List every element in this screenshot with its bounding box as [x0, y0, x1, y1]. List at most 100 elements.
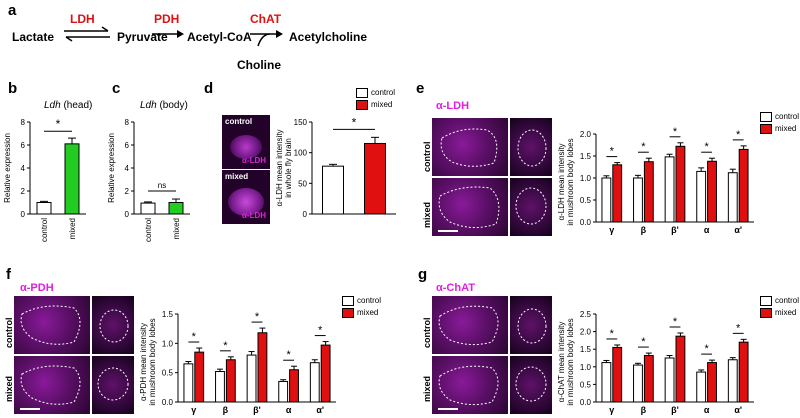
x-tick-label: mixed — [68, 218, 77, 239]
y-tick-label: 4 — [21, 164, 26, 173]
y-tick-label: 0.5 — [580, 196, 592, 205]
y-tick-label: 8 — [21, 118, 26, 127]
bar-mixed-4 — [738, 341, 749, 403]
y-tick-label: 1.5 — [162, 310, 174, 319]
x-tick-label: α — [704, 405, 710, 415]
legend-g-mixed: mixed — [760, 308, 796, 318]
y-tick-label: 0.5 — [162, 369, 174, 378]
bar-control-4 — [727, 359, 738, 403]
panel-c-title: Ldh (body) — [140, 100, 188, 111]
y-tick-label: 2.5 — [580, 310, 592, 319]
y-tick-label: 1.0 — [162, 339, 174, 348]
significance-mark: * — [704, 343, 709, 355]
significance-mark: * — [286, 349, 291, 361]
y-tick-label: 1.5 — [580, 152, 592, 161]
y-tick-label: 0.5 — [580, 380, 592, 389]
y-tick-label: 1.0 — [580, 363, 592, 372]
bar-mixed — [64, 143, 80, 215]
panel-b-title: Ldh (head) — [44, 100, 93, 111]
bar-mixed — [168, 202, 184, 215]
bar-control-0 — [601, 362, 612, 403]
x-tick-label: β — [641, 405, 647, 415]
x-tick-label: α — [286, 405, 292, 415]
micrograph-e-control-alpha — [510, 118, 552, 176]
bar-control-3 — [696, 371, 707, 403]
micrograph-g-mixed-alpha — [510, 356, 552, 414]
enzyme-pdh: PDH — [154, 12, 180, 26]
bar-control-3 — [278, 380, 289, 403]
antibody-label-g: α-ChAT — [436, 282, 475, 294]
y-tick-label: 100 — [294, 149, 308, 158]
bar-mixed-0 — [612, 164, 623, 223]
y-axis-label: α-ChAT mean intensity — [557, 322, 566, 403]
legend-d-mixed: mixed — [356, 100, 392, 110]
row-label-g-mixed: mixed — [422, 375, 432, 402]
micrograph-e-control — [432, 118, 508, 176]
y-axis-label: Relative expression — [3, 133, 12, 203]
legend-f-mixed: mixed — [342, 308, 378, 318]
y-tick-label: 6 — [125, 141, 130, 150]
pathway-acetylcholine: Acetylcholine — [289, 30, 368, 44]
chart-d: 0 50 100 150 * α-LDH mean intensity in whole f… — [275, 115, 396, 219]
significance-mark: * — [192, 331, 197, 343]
panel-label-a: a — [8, 2, 17, 19]
y-tick-label: 0 — [125, 210, 130, 219]
chart-b: 0 2 4 6 8 control mixed * Relative expression — [3, 117, 86, 242]
row-label-f-control: control — [4, 317, 14, 349]
significance-mark: * — [352, 115, 357, 129]
y-tick-label: 1.0 — [580, 174, 592, 183]
bar-mixed-4 — [320, 344, 331, 403]
y-tick-label: 50 — [298, 179, 307, 188]
bar-control-0 — [183, 363, 194, 403]
x-tick-label: γ — [609, 405, 614, 415]
x-tick-label: β' — [253, 405, 261, 415]
bar-mixed-1 — [643, 355, 654, 403]
micrograph-f-control — [14, 296, 90, 354]
arrow-curved-icon — [250, 30, 283, 47]
bar-mixed-4 — [738, 148, 749, 223]
enzyme-chat: ChAT — [250, 12, 282, 26]
panel-label-f: f — [6, 266, 11, 283]
y-tick-label: 2.0 — [580, 130, 592, 139]
y-tick-label: 1.5 — [580, 345, 592, 354]
y-axis-label-2: in whole fly brain — [284, 138, 293, 198]
y-axis-label: α-LDH mean intensity — [557, 143, 566, 220]
x-tick-label: α — [704, 225, 710, 235]
antibody-label-f: α-PDH — [20, 282, 54, 294]
bar-control-4 — [309, 362, 320, 403]
x-tick-label: β — [223, 405, 229, 415]
bar-control-1 — [215, 370, 225, 403]
significance-mark: * — [610, 328, 615, 340]
significance-mark: * — [223, 340, 228, 352]
chart-c: 0 2 4 6 8 control mixed ns Relative expression — [107, 118, 190, 242]
x-tick-label: α' — [734, 405, 742, 415]
bar-control-0 — [601, 177, 612, 223]
y-tick-label: 0 — [303, 210, 308, 219]
micrograph-d-mixed: mixed α-LDH — [222, 170, 270, 224]
y-tick-label: 2 — [125, 187, 130, 196]
micrograph-d-control: control α-LDH — [222, 115, 270, 169]
y-tick-label: 4 — [125, 164, 130, 173]
y-axis-label: Relative expression — [107, 133, 116, 203]
panel-label-c: c — [112, 80, 121, 97]
micrograph-f-control-alpha — [92, 296, 134, 354]
x-tick-label: control — [144, 218, 153, 242]
x-tick-label: β — [641, 225, 647, 235]
y-tick-label: 0 — [21, 210, 26, 219]
significance-mark: * — [255, 311, 260, 323]
significance-mark: * — [641, 141, 646, 153]
x-tick-label: α' — [316, 405, 324, 415]
y-tick-label: 0.0 — [580, 218, 592, 227]
significance-mark: * — [610, 146, 615, 158]
row-label-g-control: control — [422, 317, 432, 349]
significance-mark: * — [318, 325, 323, 337]
y-axis-label-2: in mushroom body lobes — [148, 318, 157, 405]
y-tick-label: 150 — [294, 118, 308, 127]
micrograph-g-control — [432, 296, 508, 354]
bar-mixed-2 — [257, 332, 268, 403]
enzyme-ldh: LDH — [70, 12, 95, 26]
significance-mark: * — [704, 141, 709, 153]
arrow-right-icon — [152, 30, 184, 38]
bar-control — [140, 202, 156, 215]
y-tick-label: 6 — [21, 141, 26, 150]
